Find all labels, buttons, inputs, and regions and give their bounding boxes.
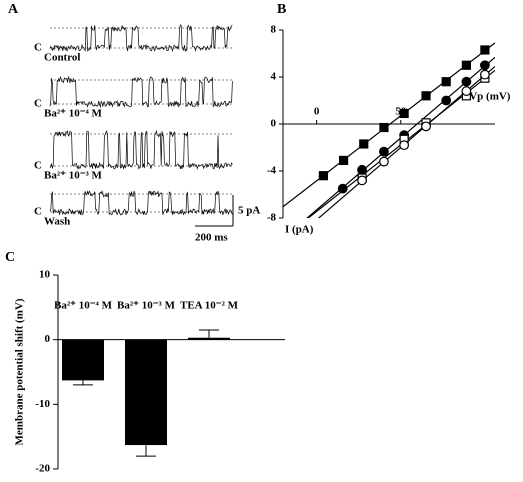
point: [399, 140, 410, 151]
point: [421, 91, 431, 101]
y-tick-label: -8: [267, 212, 277, 224]
point: [461, 60, 471, 70]
scale-label: 200 ms: [195, 232, 228, 244]
y-tick-label: 10: [39, 269, 51, 281]
y-tick-label: 0: [45, 333, 51, 345]
point: [379, 122, 389, 133]
fit-line: [306, 56, 495, 218]
y-axis-label: Membrane potential shift (mV): [14, 298, 26, 445]
current-trace: [49, 24, 233, 53]
point: [480, 45, 490, 55]
y-tick-label: -4: [267, 165, 277, 177]
y-tick-label: 0: [271, 118, 277, 130]
scale-label: 5 pA: [238, 205, 260, 217]
point: [357, 175, 367, 186]
point: [359, 139, 369, 149]
point: [480, 69, 490, 80]
fit-line: [317, 65, 495, 218]
current-trace: [49, 75, 233, 109]
point: [421, 121, 431, 132]
fit-line: [283, 42, 495, 208]
bar: [62, 339, 104, 381]
bar: [125, 339, 167, 446]
point: [461, 76, 472, 87]
closed-marker: C: [34, 160, 42, 172]
trace-label: Control: [44, 52, 80, 64]
panel-letter: B: [277, 2, 286, 17]
y-axis-label: I (pA): [285, 224, 314, 236]
y-tick-label: -20: [35, 463, 50, 475]
panel-letter: A: [8, 2, 19, 17]
closed-marker: C: [34, 98, 42, 110]
bar: [188, 337, 230, 340]
y-tick-label: 8: [271, 24, 277, 36]
point: [338, 155, 349, 166]
point: [379, 146, 389, 157]
trace-label: Ba²⁺ 10⁻⁴ M: [44, 108, 103, 120]
current-trace: [49, 129, 233, 170]
panel-letter: C: [5, 250, 15, 265]
point: [441, 77, 451, 87]
y-tick-label: -10: [35, 398, 50, 410]
trace-label: Wash: [44, 216, 70, 228]
point: [318, 171, 328, 181]
current-trace: [49, 190, 233, 216]
trace-label: Ba²⁺ 10⁻³ M: [44, 170, 103, 182]
category-label: TEA 10⁻² M: [180, 300, 239, 312]
point: [480, 60, 490, 71]
closed-marker: C: [34, 206, 42, 218]
category-label: Ba²⁺ 10⁻⁴ M: [54, 300, 113, 312]
point: [441, 95, 452, 106]
x-axis-label: - Vp (mV): [463, 91, 511, 103]
y-tick-label: 4: [271, 71, 277, 83]
point: [461, 86, 472, 96]
point: [399, 108, 409, 119]
closed-marker: C: [34, 42, 42, 54]
x-tick-label: 0: [314, 106, 320, 118]
category-label: Ba²⁺ 10⁻³ M: [117, 300, 176, 312]
fit-line: [307, 69, 495, 218]
point: [337, 183, 348, 194]
point: [379, 156, 389, 167]
